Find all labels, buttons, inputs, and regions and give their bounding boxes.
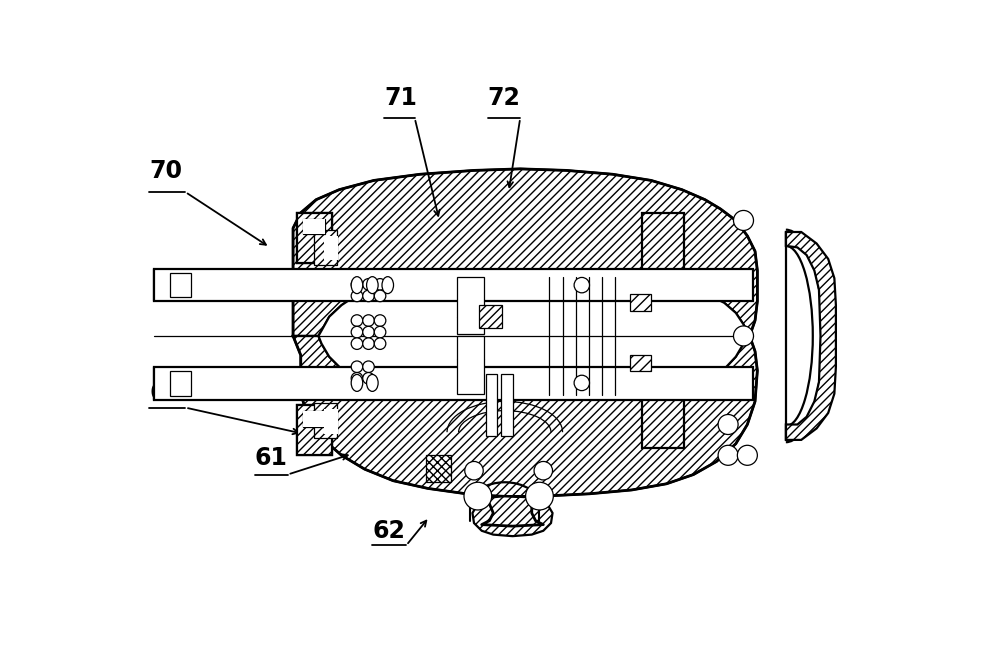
Bar [642, 386, 684, 448]
Bar [303, 411, 325, 427]
Bar [303, 219, 325, 234]
Circle shape [718, 415, 738, 434]
Bar [457, 277, 484, 334]
Bar [324, 236, 338, 261]
Text: 61: 61 [255, 445, 287, 469]
Circle shape [351, 338, 363, 350]
Circle shape [526, 482, 553, 510]
Circle shape [733, 326, 754, 346]
Circle shape [534, 462, 553, 480]
Ellipse shape [351, 374, 363, 391]
Circle shape [374, 279, 386, 290]
Circle shape [363, 315, 374, 326]
Bar [297, 213, 332, 263]
Circle shape [374, 315, 386, 326]
Circle shape [363, 290, 374, 302]
Circle shape [465, 462, 483, 480]
Bar [303, 219, 325, 234]
Bar [479, 305, 502, 328]
Circle shape [464, 482, 492, 510]
Text: 71: 71 [384, 86, 417, 110]
Circle shape [718, 445, 738, 465]
Circle shape [374, 290, 386, 302]
Polygon shape [786, 232, 836, 440]
Circle shape [363, 338, 374, 350]
Bar [297, 405, 332, 455]
Text: 62: 62 [372, 519, 405, 543]
Polygon shape [318, 284, 750, 390]
Circle shape [363, 372, 374, 384]
Circle shape [351, 315, 363, 326]
Ellipse shape [367, 277, 378, 294]
Bar [314, 403, 337, 437]
Circle shape [574, 375, 590, 391]
Circle shape [363, 361, 374, 372]
Circle shape [363, 326, 374, 338]
Text: 60: 60 [149, 381, 182, 405]
Polygon shape [293, 336, 757, 536]
Bar [154, 269, 753, 302]
Circle shape [351, 372, 363, 384]
Bar [297, 213, 332, 263]
Bar [170, 273, 191, 298]
Ellipse shape [351, 277, 363, 294]
Text: 72: 72 [488, 86, 521, 110]
Bar [324, 409, 338, 434]
Bar [486, 374, 497, 436]
Bar [170, 370, 191, 396]
Circle shape [363, 279, 374, 290]
Text: 70: 70 [149, 159, 182, 183]
Circle shape [733, 211, 754, 231]
Bar [297, 405, 332, 455]
Circle shape [374, 326, 386, 338]
Bar [303, 411, 325, 427]
Bar [426, 455, 451, 482]
Bar [457, 336, 484, 394]
Bar [642, 213, 684, 278]
Polygon shape [293, 169, 757, 336]
Circle shape [351, 279, 363, 290]
Circle shape [351, 361, 363, 372]
Circle shape [574, 278, 590, 293]
Circle shape [351, 326, 363, 338]
Bar [630, 294, 651, 311]
Ellipse shape [382, 277, 394, 294]
Circle shape [737, 445, 757, 465]
Ellipse shape [367, 374, 378, 391]
Bar [314, 231, 337, 265]
Circle shape [374, 338, 386, 350]
Bar [154, 367, 753, 400]
Bar [501, 374, 512, 436]
Circle shape [351, 290, 363, 302]
Bar [630, 355, 651, 370]
